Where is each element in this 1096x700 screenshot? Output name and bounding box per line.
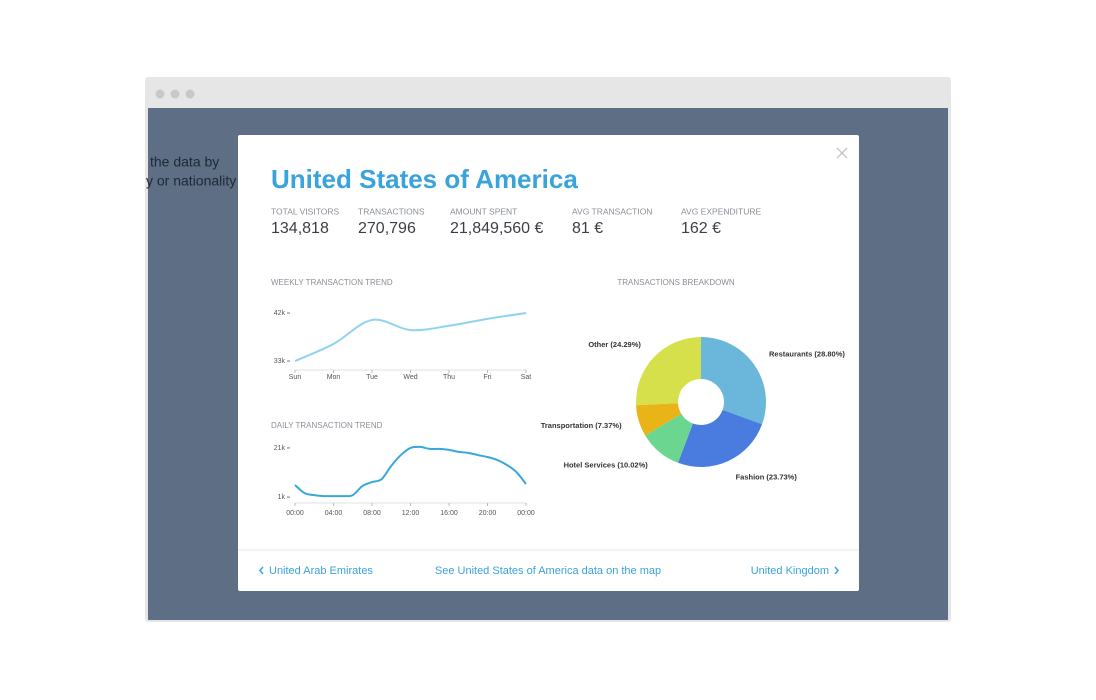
pie-slice xyxy=(645,413,693,463)
y-tick-label: 33k xyxy=(274,358,286,365)
stat-label: AMOUNT SPENT xyxy=(450,206,517,216)
background-text: y or nationality xyxy=(146,173,236,189)
x-tick-label: Sun xyxy=(289,374,302,381)
stat-value: 270,796 xyxy=(358,220,416,237)
x-tick-label: 00:00 xyxy=(286,510,304,517)
x-tick-label: Wed xyxy=(403,374,417,381)
prev-link[interactable]: United Arab Emirates xyxy=(269,565,373,577)
slice-label: Hotel Services (10.02%) xyxy=(564,461,649,470)
stat-value: 81 € xyxy=(572,220,603,237)
close-button[interactable] xyxy=(836,147,848,159)
chart-title: TRANSACTIONS BREAKDOWN xyxy=(617,278,735,287)
window-dot xyxy=(170,89,180,99)
x-tick-label: 20:00 xyxy=(479,510,497,517)
x-tick-label: Tue xyxy=(366,374,378,381)
window-dot xyxy=(155,89,165,99)
background-text: the data by xyxy=(150,154,219,170)
y-tick-label: 21k xyxy=(274,445,286,452)
stat-label: AVG EXPENDITURE xyxy=(681,206,761,216)
stat-label: TOTAL VISITORS xyxy=(271,206,340,216)
y-tick-label: 42k xyxy=(274,310,286,317)
pie-slice xyxy=(677,409,763,468)
chevron-left xyxy=(259,566,264,575)
chart-title: WEEKLY TRANSACTION TREND xyxy=(271,278,393,287)
modal xyxy=(238,135,859,591)
x-tick-label: Thu xyxy=(443,374,455,381)
stat-label: AVG TRANSACTION xyxy=(572,206,652,216)
slice-label: Restaurants (28.80%) xyxy=(769,349,845,358)
stat-value: 134,818 xyxy=(271,220,329,237)
x-tick-label: Mon xyxy=(327,374,341,381)
slice-label: Other (24.29%) xyxy=(588,340,641,349)
x-tick-label: 00:00 xyxy=(517,510,535,517)
pie-slice xyxy=(636,403,682,436)
x-tick-label: 04:00 xyxy=(325,510,343,517)
chevron-right xyxy=(834,566,839,575)
window-dot xyxy=(185,89,195,99)
stat-value: 21,849,560 € xyxy=(450,220,544,237)
slice-label: Fashion (23.73%) xyxy=(736,472,798,481)
x-tick-label: 08:00 xyxy=(363,510,381,517)
x-tick-label: Fri xyxy=(483,374,492,381)
pie-slice xyxy=(701,337,766,425)
modal-title: United States of America xyxy=(271,164,578,194)
y-tick-label: 1k xyxy=(278,494,286,501)
x-tick-label: 12:00 xyxy=(402,510,420,517)
slice-label: Transportation (7.37%) xyxy=(541,421,622,430)
stat-label: TRANSACTIONS xyxy=(358,206,425,216)
stat-value: 162 € xyxy=(681,220,721,237)
pie-slice xyxy=(636,337,701,406)
next-link[interactable]: United Kingdom xyxy=(751,565,829,577)
map-link[interactable]: See United States of America data on the… xyxy=(435,565,661,577)
chart-title: DAILY TRANSACTION TREND xyxy=(271,421,383,430)
x-tick-label: 16:00 xyxy=(440,510,458,517)
line xyxy=(294,445,527,498)
x-tick-label: Sat xyxy=(521,374,532,381)
line xyxy=(294,312,527,362)
